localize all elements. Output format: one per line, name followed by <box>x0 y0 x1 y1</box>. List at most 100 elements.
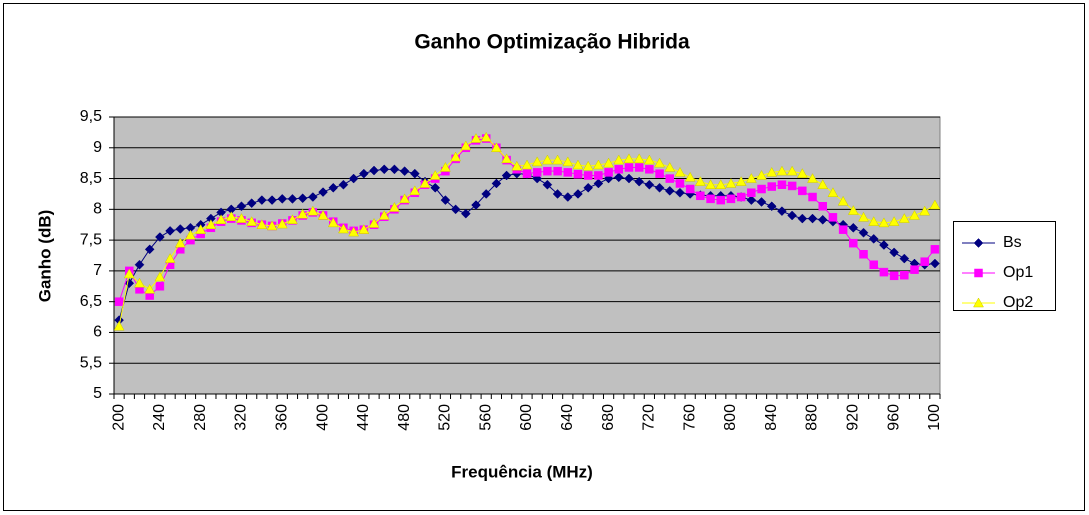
marker <box>205 219 217 229</box>
x-tick-label: 840 <box>763 404 780 431</box>
y-tick-label: 5 <box>93 385 102 402</box>
marker <box>267 195 277 205</box>
marker <box>694 176 706 186</box>
y-tick-label: 6 <box>93 324 102 341</box>
marker <box>910 265 919 274</box>
marker <box>664 186 675 196</box>
marker <box>266 220 278 231</box>
x-tick-label: 600 <box>518 404 535 431</box>
marker <box>745 173 757 183</box>
marker <box>716 195 726 205</box>
x-tick-label: 400 <box>314 404 331 431</box>
marker <box>174 237 186 248</box>
marker <box>430 182 441 193</box>
marker <box>532 168 542 177</box>
marker <box>736 192 746 202</box>
marker <box>777 180 787 189</box>
marker <box>379 164 390 175</box>
marker <box>766 166 778 177</box>
marker <box>828 213 838 222</box>
marker <box>715 179 727 189</box>
marker <box>633 153 645 164</box>
marker <box>848 222 859 233</box>
marker <box>358 168 369 179</box>
legend-label: Op1 <box>1003 264 1033 281</box>
marker <box>521 159 533 170</box>
marker <box>582 160 594 171</box>
marker <box>236 201 247 212</box>
y-tick-label: 8,5 <box>80 170 102 187</box>
marker <box>879 267 889 277</box>
marker <box>480 131 492 142</box>
marker <box>287 194 298 204</box>
marker <box>624 163 634 172</box>
marker <box>531 156 543 167</box>
y-tick-label: 9,5 <box>80 108 102 125</box>
marker <box>439 161 451 172</box>
marker <box>277 194 288 204</box>
marker <box>327 217 339 228</box>
marker <box>113 320 125 331</box>
marker <box>307 205 319 216</box>
x-tick-label: 320 <box>233 404 250 431</box>
y-tick-label: 7 <box>93 262 102 279</box>
plot-area <box>113 116 941 395</box>
marker <box>165 226 175 236</box>
marker <box>837 195 849 206</box>
x-tick-label: 200 <box>110 404 127 431</box>
marker <box>338 223 349 234</box>
marker <box>818 202 827 211</box>
marker <box>573 169 583 179</box>
marker <box>655 169 664 178</box>
y-tick-label: 7,5 <box>80 231 102 248</box>
marker <box>572 159 584 170</box>
marker <box>869 260 878 269</box>
marker <box>409 168 420 179</box>
marker <box>898 213 910 223</box>
marker <box>348 173 359 184</box>
x-tick-label: 960 <box>885 404 902 431</box>
marker <box>726 194 736 204</box>
marker <box>643 154 655 165</box>
marker <box>614 165 624 174</box>
marker <box>858 211 869 222</box>
marker <box>592 159 604 170</box>
marker <box>541 154 553 165</box>
marker <box>318 187 328 197</box>
marker <box>859 250 868 259</box>
marker <box>685 184 695 194</box>
marker <box>399 166 410 177</box>
marker <box>155 282 165 291</box>
x-tick-label: 360 <box>273 404 290 431</box>
marker <box>297 193 308 204</box>
marker <box>154 271 166 282</box>
marker <box>481 189 492 199</box>
marker <box>593 178 604 189</box>
marker <box>236 213 247 223</box>
marker <box>674 166 686 177</box>
marker <box>817 179 829 189</box>
marker <box>471 200 481 210</box>
marker <box>684 171 696 182</box>
marker <box>368 217 380 228</box>
marker <box>552 189 563 199</box>
marker <box>501 153 513 164</box>
marker <box>808 192 817 202</box>
marker <box>756 169 767 180</box>
marker <box>735 176 747 186</box>
y-tick-label: 6,5 <box>80 293 102 310</box>
marker <box>276 218 288 229</box>
marker <box>511 160 523 171</box>
marker <box>440 195 451 205</box>
marker <box>868 234 879 244</box>
y-tick-label: 8 <box>93 201 102 218</box>
marker <box>369 165 379 176</box>
marker <box>930 245 940 254</box>
marker <box>868 216 880 226</box>
marker <box>889 271 899 281</box>
x-tick-label: 720 <box>641 404 658 431</box>
marker <box>654 157 665 168</box>
marker <box>879 240 889 250</box>
marker <box>583 171 593 180</box>
